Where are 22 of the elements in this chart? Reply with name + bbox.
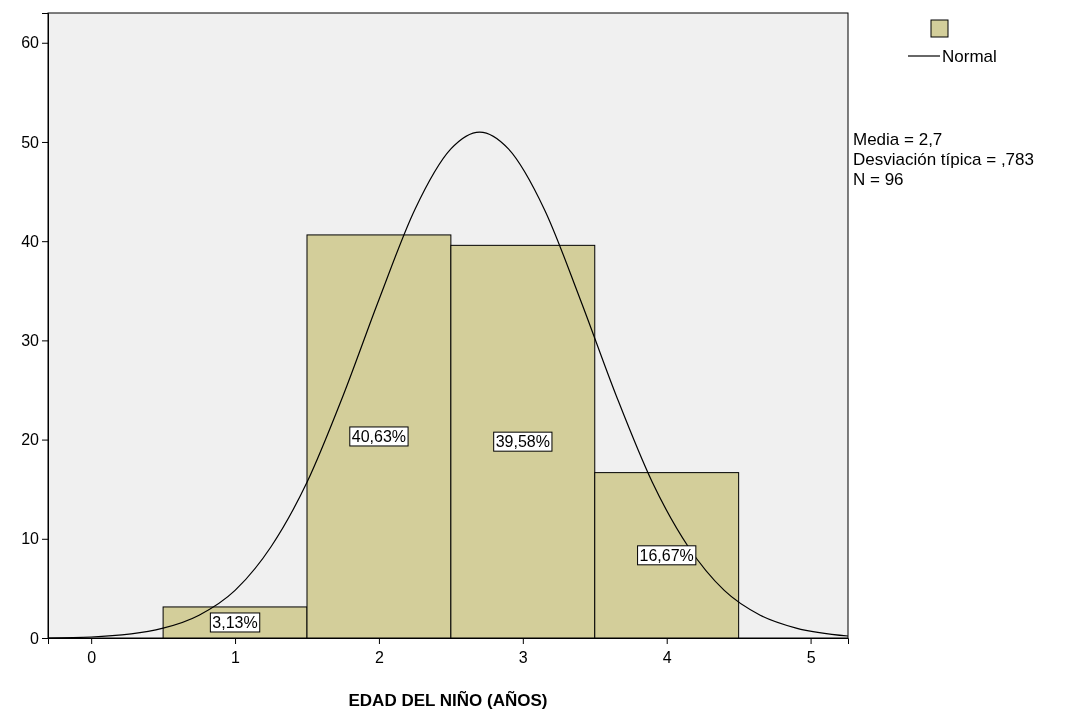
- data-label: 39,58%: [495, 433, 550, 451]
- text: Desviación típica = ,783: [853, 150, 1034, 169]
- x-tick-label: 2: [374, 649, 384, 666]
- x-tick-label: 1: [231, 649, 241, 666]
- y-tick-label: 60: [21, 34, 40, 52]
- text: Media = 2,7: [853, 130, 943, 149]
- x-tick-label: 4: [662, 649, 672, 666]
- data-label: 16,67%: [639, 546, 694, 564]
- y-tick-label: 20: [21, 431, 40, 449]
- y-tick-label: 30: [21, 332, 40, 349]
- y-tick-label: 10: [21, 530, 40, 548]
- data-label: 40,63%: [351, 427, 407, 445]
- x-tick-label: 0: [87, 649, 97, 666]
- x-tick-label: 3: [518, 649, 528, 666]
- legend-label: Normal: [942, 46, 997, 66]
- data-label: 3,13%: [212, 613, 258, 631]
- x-axis-title: EDAD DEL NIÑO (AÑOS): [348, 690, 548, 710]
- text: N = 96: [853, 170, 904, 189]
- y-tick-label: 50: [21, 133, 40, 151]
- y-tick-label: 40: [21, 232, 40, 250]
- y-tick-label: 0: [30, 629, 40, 647]
- x-tick-label: 5: [806, 649, 816, 666]
